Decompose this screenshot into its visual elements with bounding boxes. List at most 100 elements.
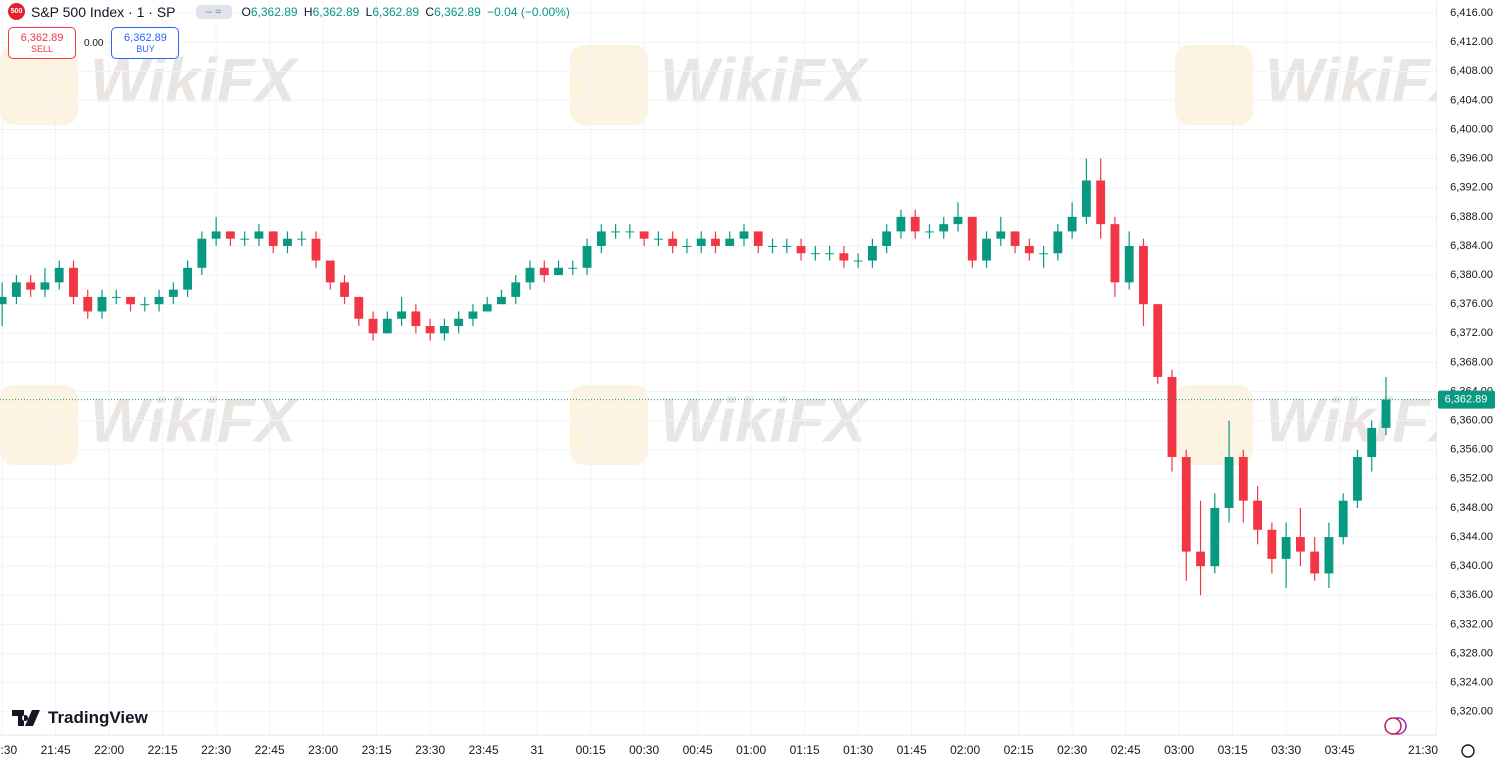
watermark-icon: [570, 45, 648, 125]
x-tick-label: 22:45: [255, 743, 285, 757]
candle-body: [382, 318, 392, 334]
candle-body: [996, 231, 1006, 239]
x-tick-label: 23:30: [415, 743, 445, 757]
y-tick-label: 6,352.00: [1450, 473, 1493, 485]
y-tick-label: 6,344.00: [1450, 531, 1493, 543]
candle-body: [796, 245, 806, 254]
candle-body: [1110, 224, 1120, 283]
y-tick-label: 6,324.00: [1450, 677, 1493, 689]
x-tick-label: 01:15: [790, 743, 820, 757]
x-tick-label: 00:45: [683, 743, 713, 757]
candle-body: [982, 238, 991, 261]
candle-body: [1096, 180, 1106, 225]
last-price-badge: [1438, 390, 1495, 409]
y-tick-label: 6,392.00: [1450, 182, 1493, 194]
x-tick-label: 02:15: [1004, 743, 1034, 757]
ohlc-label: H: [303, 4, 313, 19]
watermark-icon: [1175, 385, 1253, 465]
symbol-title[interactable]: S&P 500 Index · 1 · SP: [31, 3, 176, 20]
x-tick-label: 03:45: [1325, 743, 1355, 757]
candle-body: [953, 216, 963, 225]
candle-body: [596, 231, 606, 246]
y-tick-label: 6,416.00: [1450, 7, 1493, 19]
candle-body: [1010, 231, 1020, 246]
y-tick-label: 6,380.00: [1450, 269, 1493, 281]
candle-body: [696, 238, 706, 246]
candle-body: [1124, 245, 1134, 283]
candle-body: [1267, 529, 1277, 559]
candle-body: [853, 260, 863, 262]
candle-body: [939, 224, 949, 232]
watermark-icon: [1175, 45, 1253, 125]
y-tick-label: 6,360.00: [1450, 415, 1493, 427]
sell-price: 6,362.89: [20, 32, 64, 44]
candle-body: [211, 231, 221, 239]
watermark-icon: [0, 45, 78, 125]
candle-body: [896, 216, 906, 232]
sell-button[interactable]: 6,362.89 SELL: [8, 27, 76, 59]
last-price-label: 6,362.89: [1445, 393, 1488, 405]
x-tick-label: 21:30: [0, 743, 17, 757]
candle-body: [0, 296, 7, 305]
candle-body: [639, 231, 649, 239]
candle-body: [1081, 180, 1091, 217]
candle-body: [810, 253, 820, 255]
candle-body: [297, 238, 307, 240]
candle-body: [1067, 216, 1077, 232]
candle-body: [325, 260, 335, 283]
logo-text: TradingView: [48, 708, 148, 727]
x-tick-label: 22:30: [201, 743, 231, 757]
candle-body: [653, 238, 663, 240]
y-tick-label: 6,396.00: [1450, 153, 1493, 165]
buy-button[interactable]: 6,362.89 BUY: [111, 27, 180, 59]
candle-body: [1253, 500, 1263, 530]
flag-icon[interactable]: [1384, 717, 1402, 735]
candle-body: [397, 311, 407, 319]
candle-body: [1153, 304, 1163, 377]
candle-body: [168, 289, 178, 297]
candle-body: [468, 311, 478, 319]
candle-body: [1295, 537, 1305, 552]
candle-body: [1139, 245, 1148, 305]
buy-price: 6,362.89: [124, 32, 167, 44]
x-tick-label: 02:00: [950, 743, 980, 757]
candle-body: [311, 238, 321, 261]
settings-icon[interactable]: [1461, 744, 1475, 758]
legend-header: 500 S&P 500 Index · 1 · SP – ≈ O6,362.89…: [8, 3, 573, 20]
x-tick-label: 01:45: [897, 743, 927, 757]
status-pill[interactable]: – ≈: [195, 4, 232, 19]
candle-body: [368, 318, 378, 334]
candle-body: [340, 282, 349, 297]
x-tick-label: 31: [530, 743, 544, 757]
candle-body: [439, 326, 449, 334]
candle-body: [711, 238, 720, 246]
candle-body: [525, 267, 535, 283]
candle-body: [1196, 551, 1205, 567]
candle-body: [411, 311, 421, 327]
candle-body: [197, 238, 207, 268]
candle-body: [782, 245, 792, 247]
y-tick-label: 6,328.00: [1450, 647, 1493, 659]
candle-body: [1324, 537, 1334, 574]
tradingview-logo[interactable]: TradingView: [12, 708, 148, 728]
y-tick-label: 6,404.00: [1450, 94, 1493, 106]
candle-body: [967, 216, 977, 261]
symbol-icon: 500: [8, 3, 25, 20]
ohlc-label: C: [425, 4, 435, 19]
candle-body: [1224, 457, 1234, 508]
candle-body: [882, 231, 892, 246]
spread: 0.00: [84, 37, 104, 49]
x-tick-label: 03:30: [1271, 743, 1301, 757]
candle-body: [126, 296, 135, 305]
x-tick-label: 00:30: [629, 743, 659, 757]
buy-label: BUY: [136, 44, 155, 54]
candle-body: [925, 231, 934, 233]
y-tick-label: 6,348.00: [1450, 502, 1493, 514]
axis-labels: 21:30 6,320.00 6,324.00 6,328.00 6,332.00 6,…: [0, 7, 1495, 758]
candle-body: [183, 267, 193, 290]
candle-body: [839, 253, 849, 261]
candle-body: [582, 245, 592, 268]
candle-body: [1310, 551, 1320, 574]
